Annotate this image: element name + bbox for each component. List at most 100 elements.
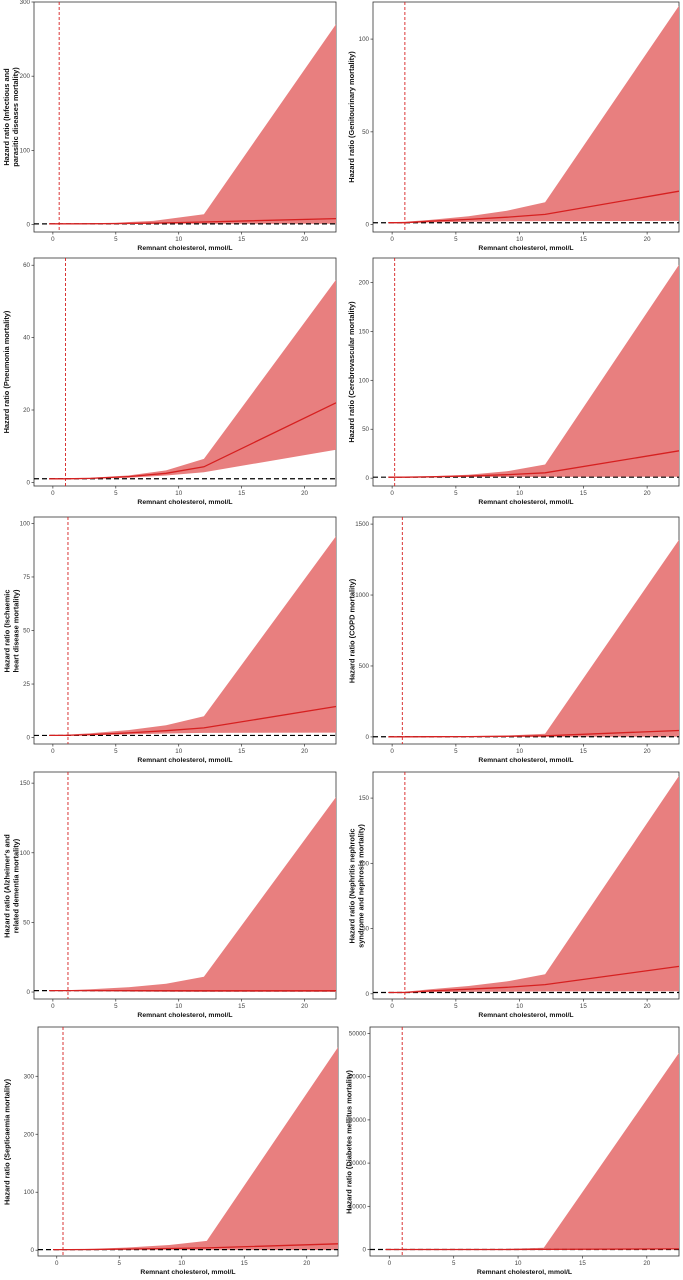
x-tick-label: 20: [301, 748, 308, 755]
confidence-band: [49, 797, 336, 992]
x-tick-label: 20: [301, 236, 308, 243]
x-tick-label: 0: [390, 490, 394, 497]
x-axis-label: Remnant cholesterol, mmol/L: [137, 1012, 233, 1019]
x-tick-label: 5: [114, 236, 118, 243]
y-tick-label: 60: [23, 262, 30, 269]
y-tick-label: 1500: [355, 521, 369, 528]
y-tick-label: 50: [362, 426, 369, 433]
x-axis-label: Remnant cholesterol, mmol/L: [478, 499, 574, 506]
x-tick-label: 5: [118, 1260, 122, 1267]
y-tick-label: 20: [23, 407, 30, 414]
y-tick-label: 100: [24, 1189, 35, 1196]
y-tick-label: 150: [359, 328, 370, 335]
confidence-band: [388, 264, 679, 478]
x-tick-label: 15: [580, 236, 587, 243]
y-tick-label: 200: [20, 73, 31, 80]
x-tick-label: 15: [238, 748, 245, 755]
y-tick-label: 0: [27, 989, 31, 996]
x-tick-label: 0: [55, 1260, 59, 1267]
x-tick-label: 10: [175, 748, 182, 755]
x-tick-label: 20: [643, 1260, 650, 1267]
y-tick-label: 150: [359, 795, 370, 802]
hazard-ratio-curve: [49, 217, 337, 225]
x-tick-label: 10: [178, 1260, 185, 1267]
x-tick-label: 0: [390, 236, 394, 243]
confidence-band: [385, 1052, 679, 1250]
x-tick-label: 15: [238, 236, 245, 243]
x-tick-label: 20: [644, 748, 651, 755]
y-tick-label: 0: [366, 475, 370, 482]
x-tick-label: 5: [114, 1003, 118, 1010]
y-tick-label: 50: [23, 628, 30, 635]
y-tick-label: 50000: [349, 1030, 367, 1037]
x-tick-label: 15: [580, 490, 587, 497]
y-tick-label: 30000: [349, 1117, 367, 1124]
x-tick-label: 10: [515, 1260, 522, 1267]
x-tick-label: 0: [51, 748, 55, 755]
confidence-band: [388, 539, 679, 737]
y-tick-label: 40000: [349, 1074, 367, 1081]
x-axis-label: Remnant cholesterol, mmol/L: [137, 757, 233, 764]
x-axis-label: Remnant cholesterol, mmol/L: [478, 1012, 574, 1019]
y-tick-label: 500: [359, 663, 370, 670]
confidence-band: [49, 279, 336, 480]
y-tick-label: 0: [366, 991, 370, 998]
hazard-ratio-curve: [53, 1243, 339, 1251]
x-tick-label: 0: [51, 490, 55, 497]
hazard-ratio-curve: [49, 705, 337, 737]
hazard-ratio-curve: [388, 450, 680, 478]
confidence-band: [49, 536, 336, 736]
y-tick-label: 0: [27, 479, 31, 486]
y-tick-label: 20000: [349, 1160, 367, 1167]
y-tick-label: 40: [23, 335, 30, 342]
hazard-ratio-curve: [388, 729, 680, 738]
x-tick-label: 10: [175, 236, 182, 243]
x-axis-label: Remnant cholesterol, mmol/L: [137, 499, 233, 506]
y-tick-label: 0: [366, 734, 370, 741]
y-tick-label: 200: [359, 279, 370, 286]
confidence-band: [53, 1047, 338, 1250]
y-tick-label: 25: [23, 681, 30, 688]
x-tick-label: 20: [303, 1260, 310, 1267]
x-tick-label: 20: [644, 490, 651, 497]
x-tick-label: 10: [516, 236, 523, 243]
y-tick-label: 100: [359, 860, 370, 867]
y-tick-label: 150: [20, 780, 31, 787]
x-tick-label: 20: [301, 490, 308, 497]
y-tick-label: 0: [366, 222, 370, 229]
x-tick-label: 15: [238, 490, 245, 497]
x-tick-label: 20: [644, 236, 651, 243]
x-tick-label: 10: [175, 490, 182, 497]
x-tick-label: 15: [580, 748, 587, 755]
x-tick-label: 0: [388, 1260, 392, 1267]
confidence-band: [388, 775, 679, 993]
y-tick-label: 1000: [355, 592, 369, 599]
y-tick-label: 100: [359, 36, 370, 43]
x-tick-label: 20: [644, 1003, 651, 1010]
y-tick-label: 100: [359, 377, 370, 384]
x-tick-label: 5: [454, 1003, 458, 1010]
y-tick-label: 50: [23, 919, 30, 926]
y-tick-label: 200: [24, 1131, 35, 1138]
x-tick-label: 15: [579, 1260, 586, 1267]
x-tick-label: 15: [238, 1003, 245, 1010]
x-tick-label: 20: [301, 1003, 308, 1010]
x-axis-label: Remnant cholesterol, mmol/L: [140, 1269, 236, 1276]
x-tick-label: 5: [454, 490, 458, 497]
x-tick-label: 10: [175, 1003, 182, 1010]
y-tick-label: 300: [24, 1073, 35, 1080]
x-tick-label: 5: [452, 1260, 456, 1267]
confidence-band: [388, 5, 679, 224]
x-tick-label: 15: [580, 1003, 587, 1010]
y-tick-label: 100: [20, 850, 31, 857]
y-tick-label: 0: [363, 1247, 367, 1254]
y-tick-label: 100: [20, 147, 31, 154]
y-tick-label: 0: [27, 222, 31, 229]
x-tick-label: 10: [516, 748, 523, 755]
